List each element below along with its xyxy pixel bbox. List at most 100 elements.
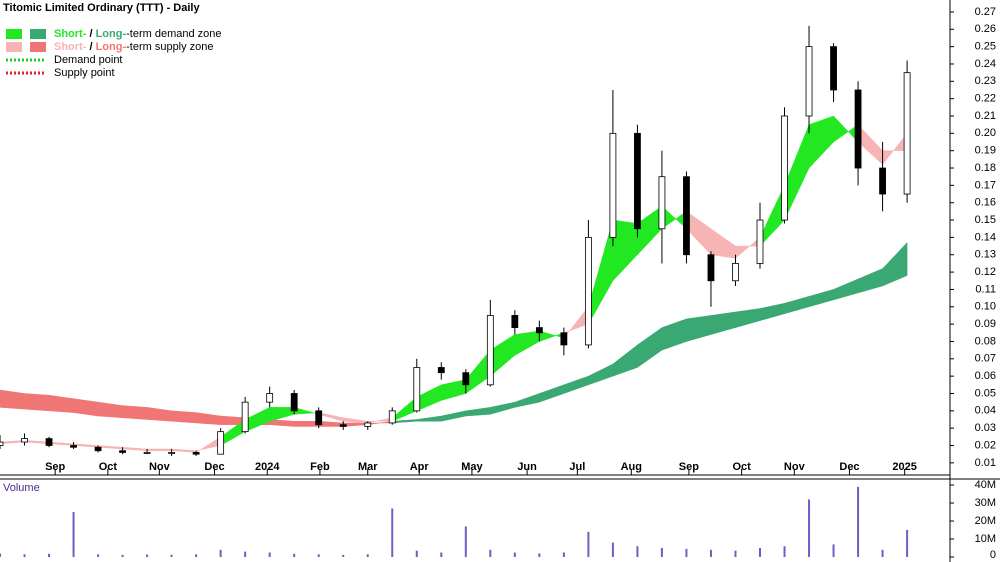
x-tick-label: May [461,461,483,473]
candle-body [535,327,543,334]
volume-bar [759,548,761,557]
short-term-zone [146,448,172,451]
legend-text-part: -term demand zone [126,28,221,40]
x-tick-label: 2024 [255,461,280,473]
x-tick-label: Aug [621,461,642,473]
y-tick-label: 0.24 [975,58,996,70]
volume-bar [464,526,467,557]
candle-body [683,176,690,256]
y-tick-label: 0.09 [975,318,996,330]
volume-bar [562,552,565,557]
volume-bar [23,554,26,557]
volume-bar [489,549,492,557]
x-tick-label: Mar [358,461,378,473]
x-tick-label: 2025 [892,461,916,473]
candle-body [486,315,494,386]
long-term-zone [122,405,148,420]
candle-body [0,441,4,446]
volume-bar [857,486,860,557]
volume-bar [611,542,614,557]
volume-bar [293,553,296,557]
volume-bar [72,512,75,557]
x-tick-label: Jun [517,461,537,473]
legend-swatch [6,42,22,52]
legend-text-part: / [86,41,95,53]
candle-body [658,176,666,230]
volume-bar [881,549,884,557]
x-tick-label: Dec [204,461,224,473]
y-tick-label: 0.27 [975,6,996,18]
candle-body [634,132,641,230]
candle-body [388,410,396,424]
x-tick-label: Sep [679,461,699,473]
candle-body [413,367,421,412]
legend-text-part: Short- [54,41,87,53]
y-tick-label: 0.05 [975,387,996,399]
candle-body [266,393,274,403]
candle-body [143,452,151,454]
candle-body [584,236,592,346]
y-tick-label: 0.01 [975,457,996,469]
candle-body [437,367,445,374]
y-tick-label: 0.07 [975,353,996,365]
volume-title: Volume [3,482,40,494]
volume-bar [195,554,198,557]
candle-body [290,393,298,412]
candle-body [315,410,323,426]
y-tick-label: 0.25 [975,41,996,53]
y-tick-label: 0.15 [975,214,996,226]
x-tick-label: Sep [45,461,65,473]
y-tick-label: 0.17 [975,179,996,191]
long-term-zone [171,410,197,424]
volume-bar [342,554,345,557]
volume-tick-label: 10M [975,533,996,545]
legend-swatch [30,29,46,39]
candle-body [830,46,837,91]
volume-bar [121,554,124,557]
legend-text-part: -term supply zone [126,41,213,53]
candle-body [560,332,568,346]
chart-title: Titomic Limited Ordinary (TTT) - Daily [3,2,200,14]
legend-label: Short- / Long--term supply zone [54,41,214,53]
legend-text-part: Short- [54,28,87,40]
volume-bar [513,552,516,557]
legend-label: Short- / Long--term demand zone [54,28,222,40]
y-tick-label: 0.19 [975,145,996,157]
candle-body [364,422,372,427]
y-tick-label: 0.11 [975,283,996,295]
y-tick-label: 0.03 [975,422,996,434]
long-term-zone [293,420,319,427]
x-tick-label: Feb [310,461,330,473]
volume-tick-label: 0 [990,549,996,561]
candle-body [192,452,200,455]
volume-bar [660,548,663,557]
candle-body [609,132,617,238]
volume-tick-label: 40M [975,479,996,491]
y-tick-label: 0.10 [975,301,996,313]
x-tick-label: Oct [99,461,118,473]
volume-bar [146,554,149,557]
x-tick-label: Oct [732,461,751,473]
volume-bar [685,548,688,557]
y-tick-label: 0.21 [975,110,996,122]
volume-bar [734,550,737,557]
volume-bar [440,552,443,557]
candle-body [732,263,739,282]
candle-body [879,167,886,195]
y-tick-label: 0.02 [975,439,996,451]
candle-body [168,452,176,454]
candle-body [119,450,126,453]
candle-body [94,446,102,452]
candle-body [903,72,911,195]
candle-body [756,219,764,264]
candle-body [781,115,788,221]
volume-bar [587,531,590,557]
candle-body [707,254,715,282]
volume-tick-label: 20M [975,515,996,527]
y-tick-label: 0.23 [975,75,996,87]
candle-body [21,438,28,443]
volume-bar [636,546,639,557]
